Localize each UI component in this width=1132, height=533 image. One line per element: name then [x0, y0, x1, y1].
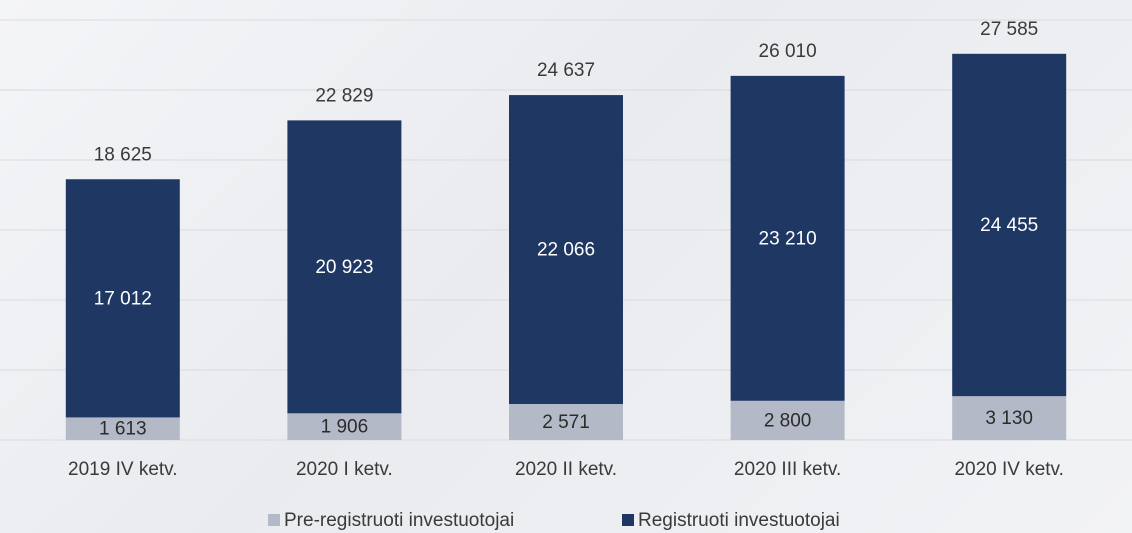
bar-segment — [730, 75, 845, 401]
value-label: 20 923 — [315, 257, 373, 278]
bar-segment — [287, 413, 402, 440]
value-label: 23 210 — [759, 228, 817, 249]
x-tick-label: 2019 IV ketv. — [68, 459, 178, 480]
legend-swatch — [268, 514, 280, 526]
value-label: 2 571 — [542, 412, 590, 433]
total-label: 22 829 — [315, 85, 373, 106]
value-label: 2 800 — [764, 410, 812, 431]
bar-segment — [65, 417, 180, 440]
bar-segment — [509, 95, 623, 405]
value-label: 24 455 — [980, 215, 1038, 236]
value-label: 1 613 — [99, 419, 147, 440]
bar-segment — [65, 179, 180, 418]
total-label: 24 637 — [537, 60, 595, 81]
value-label: 3 130 — [985, 408, 1033, 429]
legend-swatch — [622, 514, 634, 526]
value-label: 17 012 — [94, 288, 152, 309]
value-label: 1 906 — [321, 417, 369, 438]
legend-label: Registruoti investuotojai — [638, 510, 840, 531]
bar-segment — [952, 396, 1067, 440]
bar-segment — [287, 120, 402, 414]
total-label: 27 585 — [980, 19, 1038, 40]
bar-segment — [509, 404, 623, 440]
total-label: 18 625 — [94, 144, 152, 165]
x-tick-label: 2020 I ketv. — [296, 459, 393, 480]
x-tick-label: 2020 II ketv. — [515, 459, 617, 480]
bar-segment — [730, 400, 845, 440]
x-tick-label: 2020 IV ketv. — [954, 459, 1064, 480]
bar-segment — [952, 53, 1067, 397]
total-label: 26 010 — [759, 41, 817, 62]
legend-label: Pre-registruoti investuotojai — [284, 510, 514, 531]
x-tick-label: 2020 III ketv. — [734, 459, 841, 480]
value-label: 22 066 — [537, 240, 595, 261]
